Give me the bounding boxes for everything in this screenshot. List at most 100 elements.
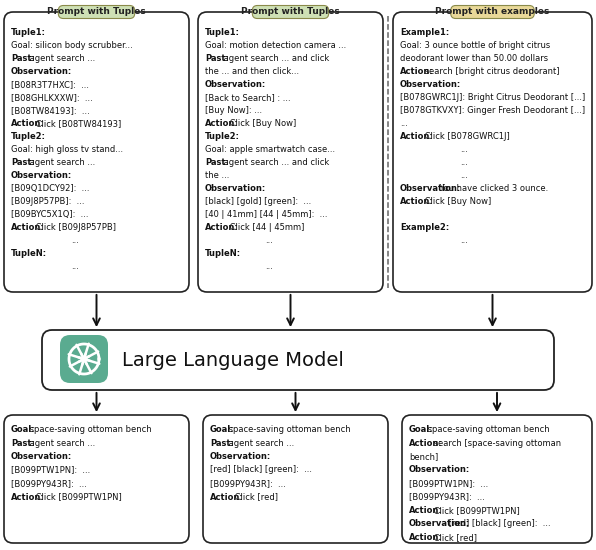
Text: the ...: the ... — [205, 171, 229, 180]
Text: agent search ...: agent search ... — [27, 158, 95, 167]
Text: search [space-saving ottoman: search [space-saving ottoman — [431, 438, 561, 448]
Text: [B099PY943R]:  ...: [B099PY943R]: ... — [409, 492, 485, 502]
Text: [red] [black] [green]:  ...: [red] [black] [green]: ... — [210, 465, 312, 475]
Text: Click [B08TW84193]: Click [B08TW84193] — [33, 119, 121, 128]
Text: Large Language Model: Large Language Model — [122, 350, 344, 370]
Text: ...: ... — [400, 119, 408, 128]
FancyBboxPatch shape — [203, 415, 388, 543]
Text: [B099PY943R]:  ...: [B099PY943R]: ... — [11, 479, 87, 488]
Text: deodorant lower than 50.00 dollars: deodorant lower than 50.00 dollars — [400, 54, 548, 63]
Text: Observation:: Observation: — [11, 452, 72, 461]
FancyBboxPatch shape — [451, 6, 534, 19]
Text: Action:: Action: — [11, 119, 45, 128]
Text: Observation:: Observation: — [409, 465, 470, 475]
Text: [B08TW84193]:  ...: [B08TW84193]: ... — [11, 106, 90, 115]
Text: Click [red]: Click [red] — [431, 533, 477, 542]
Text: ...: ... — [460, 171, 468, 180]
Text: Action:: Action: — [210, 492, 244, 502]
Text: Click [B078GWRC1J]: Click [B078GWRC1J] — [422, 132, 510, 141]
Text: You have clicked 3 ounce.: You have clicked 3 ounce. — [437, 184, 549, 193]
Text: Past:: Past: — [11, 54, 35, 63]
Text: Click [Buy Now]: Click [Buy Now] — [227, 119, 296, 128]
Text: Observation:: Observation: — [400, 80, 461, 89]
Text: Observation:: Observation: — [11, 67, 72, 76]
Text: [Buy Now]: ...: [Buy Now]: ... — [205, 106, 262, 115]
Text: ...: ... — [409, 547, 417, 550]
Text: Tuple1:: Tuple1: — [205, 28, 240, 37]
Text: [B099PTW1PN]:  ...: [B099PTW1PN]: ... — [11, 465, 90, 475]
Text: Click [B09J8P57PB]: Click [B09J8P57PB] — [33, 223, 116, 232]
Text: [red] [black] [green]:  ...: [red] [black] [green]: ... — [446, 520, 551, 529]
Text: [B08GHLKXXW]:  ...: [B08GHLKXXW]: ... — [11, 93, 93, 102]
Text: Click [B099PTW1PN]: Click [B099PTW1PN] — [33, 492, 122, 502]
FancyBboxPatch shape — [402, 415, 592, 543]
Text: bench]: bench] — [409, 452, 438, 461]
Text: [40 | 41mm] [44 | 45mm]:  ...: [40 | 41mm] [44 | 45mm]: ... — [205, 210, 327, 219]
FancyBboxPatch shape — [198, 12, 383, 292]
Text: Goal: apple smartwatch case...: Goal: apple smartwatch case... — [205, 145, 335, 154]
Text: Action:: Action: — [11, 223, 45, 232]
Text: [black] [gold] [green]:  ...: [black] [gold] [green]: ... — [205, 197, 311, 206]
Text: agent search ... and click: agent search ... and click — [221, 54, 329, 63]
Text: Action:: Action: — [409, 506, 443, 515]
Text: Action:: Action: — [400, 132, 434, 141]
Text: TupleN:: TupleN: — [11, 249, 47, 258]
Text: Prompt with examples: Prompt with examples — [435, 8, 550, 16]
Text: Observation:: Observation: — [205, 184, 266, 193]
Text: agent search ...: agent search ... — [226, 438, 294, 448]
Text: [B078GWRC1J]: Bright Citrus Deodorant [...]: [B078GWRC1J]: Bright Citrus Deodorant [.… — [400, 93, 585, 102]
Text: Observation:: Observation: — [400, 184, 461, 193]
Text: space-saving ottoman bench: space-saving ottoman bench — [27, 425, 151, 434]
Text: Action:: Action: — [11, 492, 45, 502]
Text: Goal:: Goal: — [210, 425, 235, 434]
Text: Action:: Action: — [400, 197, 434, 206]
Text: the ... and then click...: the ... and then click... — [205, 67, 299, 76]
Text: Prompt with Tuples: Prompt with Tuples — [241, 8, 340, 16]
FancyBboxPatch shape — [4, 12, 189, 292]
FancyBboxPatch shape — [42, 330, 554, 390]
Text: Example2:: Example2: — [400, 223, 449, 232]
Text: [B09Q1DCY92]:  ...: [B09Q1DCY92]: ... — [11, 184, 89, 193]
Text: search [bright citrus deodorant]: search [bright citrus deodorant] — [422, 67, 559, 76]
Text: Example1:: Example1: — [400, 28, 449, 37]
Text: space-saving ottoman bench: space-saving ottoman bench — [424, 425, 550, 434]
Text: ...: ... — [460, 158, 468, 167]
Text: Goal:: Goal: — [409, 425, 434, 434]
Text: Past:: Past: — [210, 438, 234, 448]
Text: ...: ... — [265, 236, 273, 245]
FancyBboxPatch shape — [393, 12, 592, 292]
Text: [B09BYC5X1Q]:  ...: [B09BYC5X1Q]: ... — [11, 210, 88, 219]
Text: Past:: Past: — [205, 158, 229, 167]
Text: Click [B099PTW1PN]: Click [B099PTW1PN] — [431, 506, 520, 515]
Text: Past:: Past: — [11, 158, 35, 167]
FancyBboxPatch shape — [58, 6, 135, 19]
FancyBboxPatch shape — [60, 335, 108, 383]
Text: [B08R3T7HXC]:  ...: [B08R3T7HXC]: ... — [11, 80, 89, 89]
Text: Goal:: Goal: — [11, 425, 36, 434]
Text: Action:: Action: — [400, 67, 434, 76]
Text: Observation:: Observation: — [409, 520, 470, 529]
Text: Observation:: Observation: — [210, 452, 271, 461]
Text: [Back to Search] : ...: [Back to Search] : ... — [205, 93, 291, 102]
Text: Action:: Action: — [409, 438, 443, 448]
Text: agent search ...: agent search ... — [27, 438, 95, 448]
Text: agent search ... and click: agent search ... and click — [221, 158, 329, 167]
Text: TupleN:: TupleN: — [205, 249, 241, 258]
Text: Goal: silicon body scrubber...: Goal: silicon body scrubber... — [11, 41, 133, 50]
Text: ...: ... — [460, 236, 468, 245]
Text: Observation:: Observation: — [11, 171, 72, 180]
FancyBboxPatch shape — [252, 6, 328, 19]
Text: Observation:: Observation: — [205, 80, 266, 89]
Text: ...: ... — [71, 236, 79, 245]
Text: ...: ... — [265, 262, 273, 271]
Text: Prompt with Tuples: Prompt with Tuples — [47, 8, 146, 16]
Text: Goal: motion detection camera ...: Goal: motion detection camera ... — [205, 41, 346, 50]
Text: Click [44 | 45mm]: Click [44 | 45mm] — [227, 223, 304, 232]
Text: [B09J8P57PB]:  ...: [B09J8P57PB]: ... — [11, 197, 85, 206]
Text: Action:: Action: — [205, 119, 239, 128]
Text: Click [red]: Click [red] — [232, 492, 278, 502]
Text: Tuple2:: Tuple2: — [11, 132, 46, 141]
FancyBboxPatch shape — [4, 415, 189, 543]
Text: Past:: Past: — [205, 54, 229, 63]
Text: agent search ...: agent search ... — [27, 54, 95, 63]
